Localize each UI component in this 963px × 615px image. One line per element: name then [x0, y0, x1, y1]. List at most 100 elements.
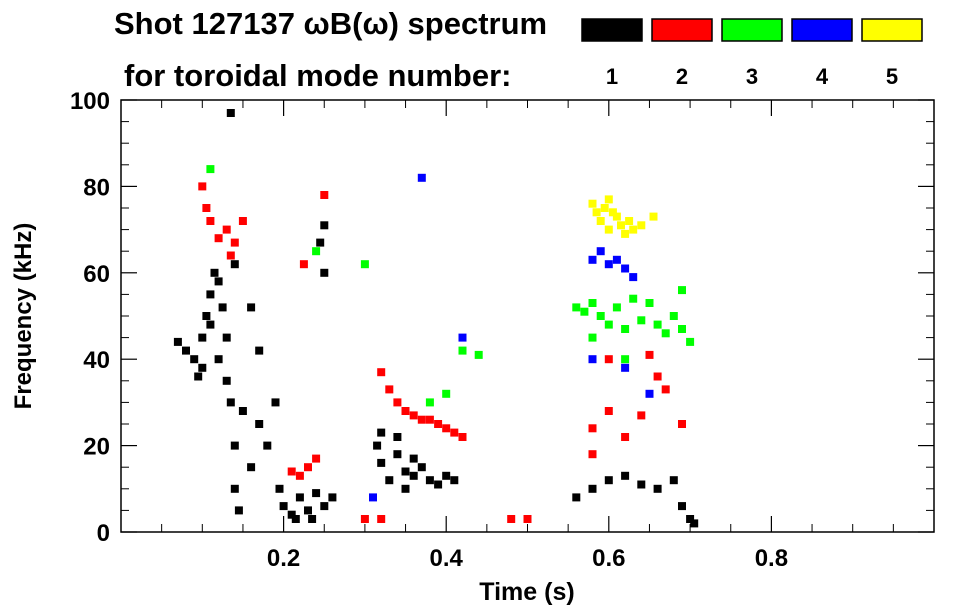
point-mode-1-5: [198, 333, 207, 342]
point-mode-2-9: [295, 471, 304, 480]
legend-swatch-mode-2: [651, 18, 713, 42]
point-mode-2-25: [450, 428, 459, 437]
point-mode-3-5: [458, 346, 467, 355]
point-mode-3-19: [669, 312, 678, 320]
point-mode-3-16: [645, 299, 654, 307]
point-mode-3-9: [588, 299, 597, 307]
point-mode-2-16: [377, 368, 386, 377]
point-mode-1-62: [669, 476, 678, 485]
point-mode-4-5: [604, 260, 613, 269]
point-mode-1-17: [230, 484, 239, 493]
axis-ticks: 0.2 0.4 0.6 0.8 0 20 40 60 80 100: [70, 88, 934, 572]
point-mode-1-1: [182, 346, 190, 355]
point-mode-1-39: [263, 441, 272, 450]
point-mode-2-22: [425, 415, 434, 424]
x-axis-label: Time (s): [479, 578, 574, 606]
point-mode-1-13: [218, 303, 227, 312]
point-mode-1-52: [393, 433, 402, 441]
point-mode-1-23: [247, 303, 256, 312]
point-mode-2-5: [230, 238, 239, 247]
point-mode-1-43: [385, 476, 394, 485]
point-mode-2-31: [621, 433, 630, 441]
point-mode-3-11: [604, 320, 613, 329]
point-mode-2-0: [198, 182, 207, 191]
point-mode-3-18: [661, 329, 670, 338]
point-mode-1-35: [308, 515, 317, 523]
point-mode-5-2: [596, 217, 605, 225]
point-mode-1-11: [214, 355, 223, 364]
point-mode-2-2: [206, 217, 215, 225]
point-mode-2-18: [393, 398, 402, 407]
point-mode-2-15: [377, 515, 386, 523]
point-mode-4-10: [645, 389, 654, 398]
point-mode-2-12: [299, 260, 308, 269]
point-mode-1-25: [255, 346, 264, 355]
point-mode-1-30: [304, 506, 312, 515]
legend-label-mode-3: 3: [746, 64, 758, 89]
point-mode-3-13: [621, 325, 630, 333]
point-mode-1-10: [206, 320, 215, 329]
point-mode-1-65: [678, 502, 686, 511]
data-layer: [173, 109, 699, 528]
y-axis-label: Frequency (kHz): [10, 223, 37, 410]
point-mode-1-27: [279, 502, 288, 511]
point-mode-4-8: [629, 273, 638, 282]
point-mode-2-3: [214, 234, 223, 243]
series-mode-5: [588, 195, 658, 238]
point-mode-1-19: [230, 260, 239, 269]
point-mode-1-45: [401, 467, 410, 476]
point-mode-1-50: [442, 471, 451, 480]
point-mode-3-2: [360, 260, 369, 269]
point-mode-2-13: [320, 191, 329, 199]
point-mode-1-6: [202, 312, 211, 320]
point-mode-1-61: [653, 484, 662, 493]
point-mode-3-4: [442, 389, 451, 398]
y-tick-label-5: 100: [70, 88, 110, 115]
point-mode-1-4: [198, 363, 207, 372]
point-mode-1-22: [247, 463, 256, 472]
point-mode-3-14: [629, 294, 638, 303]
point-mode-4-0: [369, 493, 377, 502]
legend-label-mode-2: 2: [676, 64, 688, 89]
point-mode-3-6: [474, 350, 483, 359]
point-mode-2-4: [222, 225, 231, 234]
point-mode-3-21: [678, 286, 686, 295]
point-mode-4-6: [612, 255, 621, 264]
point-mode-1-9: [214, 277, 223, 286]
y-tick-label-3: 60: [83, 261, 110, 288]
x-tick-label-3: 0.8: [755, 545, 788, 572]
point-mode-2-38: [588, 450, 597, 459]
point-mode-1-38: [320, 221, 329, 230]
point-mode-1-32: [320, 502, 329, 511]
point-mode-2-23: [434, 420, 443, 428]
point-mode-1-21: [238, 407, 247, 415]
point-mode-1-33: [328, 493, 337, 502]
point-mode-2-14: [360, 515, 369, 523]
series-mode-2: [198, 182, 686, 523]
point-mode-1-7: [206, 290, 215, 299]
point-mode-1-63: [686, 515, 695, 523]
point-mode-3-17: [653, 320, 662, 329]
point-mode-4-9: [588, 355, 597, 364]
point-mode-2-34: [661, 385, 670, 394]
point-mode-2-17: [385, 385, 394, 394]
plot-frame: [120, 99, 935, 533]
point-mode-4-2: [458, 333, 467, 342]
point-mode-2-29: [588, 424, 597, 433]
point-mode-3-20: [678, 325, 686, 333]
legend-swatch-mode-4: [791, 18, 853, 42]
point-mode-4-4: [596, 247, 605, 256]
point-mode-1-37: [316, 238, 325, 247]
chart-title: Shot 127137 ωB(ω) spectrum: [114, 6, 548, 41]
point-mode-5-11: [637, 221, 646, 230]
point-mode-1-34: [291, 515, 300, 523]
series-mode-4: [369, 173, 654, 502]
point-mode-5-7: [617, 221, 625, 230]
point-mode-1-14: [222, 333, 231, 342]
point-mode-5-12: [649, 212, 658, 221]
y-tick-label-4: 80: [83, 174, 110, 201]
legend-swatch-mode-5: [861, 18, 923, 42]
point-mode-1-55: [401, 484, 410, 493]
